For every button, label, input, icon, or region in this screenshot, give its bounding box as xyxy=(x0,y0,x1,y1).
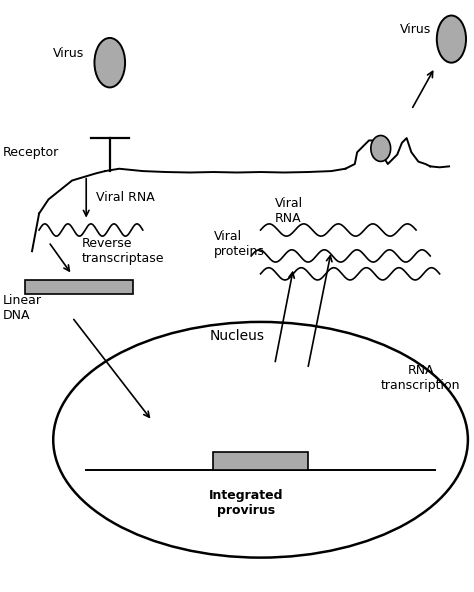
Text: Linear
DNA: Linear DNA xyxy=(2,294,41,322)
Text: Reverse
transcriptase: Reverse transcriptase xyxy=(82,237,164,265)
Bar xyxy=(25,281,133,294)
Text: Nucleus: Nucleus xyxy=(210,329,264,343)
Text: Virus: Virus xyxy=(400,23,431,36)
Ellipse shape xyxy=(53,322,468,558)
Text: Viral
RNA: Viral RNA xyxy=(275,197,303,225)
Text: Viral
proteins: Viral proteins xyxy=(213,230,264,258)
Text: Receptor: Receptor xyxy=(2,146,59,159)
Ellipse shape xyxy=(94,38,125,88)
Text: Integrated
provirus: Integrated provirus xyxy=(209,490,283,517)
Bar xyxy=(213,452,308,471)
Text: Virus: Virus xyxy=(53,47,84,60)
Text: RNA
transcription: RNA transcription xyxy=(381,365,461,392)
Ellipse shape xyxy=(437,15,466,63)
Text: Viral RNA: Viral RNA xyxy=(96,191,155,204)
Ellipse shape xyxy=(371,136,391,162)
